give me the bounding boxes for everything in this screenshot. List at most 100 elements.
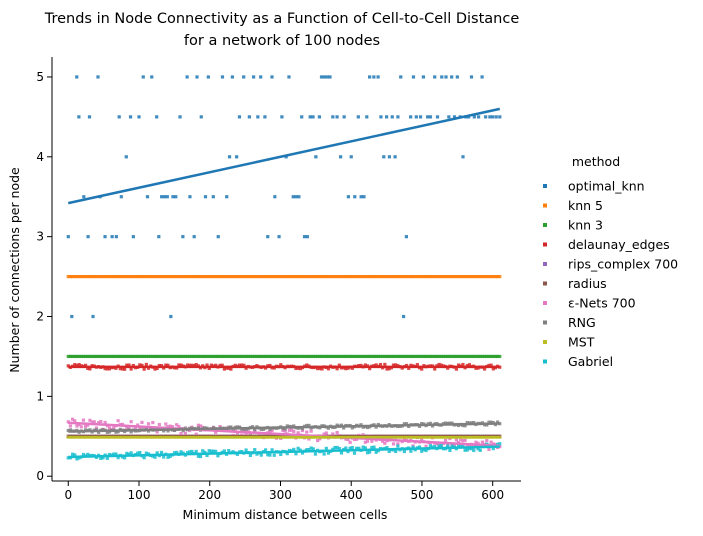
data-point bbox=[237, 115, 242, 119]
data-point bbox=[136, 451, 140, 455]
data-point bbox=[198, 454, 203, 459]
data-point bbox=[305, 448, 309, 452]
data-point bbox=[291, 195, 295, 199]
data-point bbox=[79, 425, 83, 429]
data-point bbox=[463, 424, 467, 428]
data-point bbox=[84, 428, 88, 432]
data-point bbox=[201, 449, 205, 453]
data-point bbox=[391, 363, 396, 367]
data-point bbox=[181, 235, 185, 239]
trend-line-6 bbox=[68, 421, 500, 448]
data-point bbox=[415, 363, 419, 367]
data-point bbox=[242, 75, 246, 79]
data-point bbox=[214, 363, 218, 367]
data-point bbox=[485, 438, 489, 443]
data-point bbox=[378, 362, 383, 367]
data-point bbox=[290, 428, 294, 432]
data-point bbox=[307, 437, 311, 441]
data-point bbox=[465, 448, 469, 452]
data-point bbox=[326, 451, 331, 455]
data-point bbox=[188, 363, 192, 367]
data-point bbox=[123, 456, 127, 460]
data-point bbox=[146, 366, 151, 370]
data-point bbox=[294, 195, 298, 199]
legend-marker bbox=[543, 301, 547, 305]
data-point bbox=[359, 363, 363, 368]
data-point bbox=[307, 423, 311, 428]
data-point bbox=[387, 449, 391, 454]
data-point bbox=[411, 445, 415, 449]
data-point bbox=[216, 454, 220, 458]
data-point bbox=[194, 449, 198, 454]
data-point bbox=[171, 195, 175, 199]
data-point bbox=[487, 363, 491, 368]
legend-marker bbox=[543, 203, 547, 208]
data-point bbox=[75, 75, 79, 79]
data-point bbox=[103, 420, 107, 425]
data-point bbox=[396, 444, 400, 448]
data-point bbox=[439, 363, 443, 367]
data-point bbox=[179, 363, 183, 367]
x-ticks: 0 100 200 300 400 500 600 bbox=[64, 481, 504, 502]
legend-marker bbox=[543, 184, 547, 188]
legend-item-label: ε-Nets 700 bbox=[568, 296, 636, 311]
data-point bbox=[168, 424, 172, 428]
data-point bbox=[409, 363, 413, 367]
data-point bbox=[253, 427, 257, 432]
data-point bbox=[300, 451, 305, 455]
data-point bbox=[105, 456, 109, 460]
data-point bbox=[255, 452, 259, 456]
data-point bbox=[220, 363, 224, 367]
data-point bbox=[305, 430, 309, 434]
data-point bbox=[227, 155, 232, 159]
data-point bbox=[385, 367, 389, 371]
data-point bbox=[129, 420, 133, 424]
data-point bbox=[129, 367, 133, 371]
trend-line-0 bbox=[68, 107, 501, 205]
data-point bbox=[459, 438, 463, 442]
data-point bbox=[446, 444, 450, 448]
data-point bbox=[296, 366, 300, 370]
data-point bbox=[211, 195, 215, 199]
data-point bbox=[362, 195, 366, 199]
data-point bbox=[472, 421, 476, 425]
data-point bbox=[127, 363, 131, 367]
data-point bbox=[469, 75, 474, 79]
data-point bbox=[144, 451, 148, 455]
data-point bbox=[292, 429, 296, 434]
data-point bbox=[363, 440, 367, 444]
data-point bbox=[421, 75, 425, 79]
legend-marker bbox=[543, 281, 547, 286]
data-point bbox=[159, 450, 164, 455]
data-point bbox=[394, 363, 398, 367]
data-point bbox=[384, 115, 389, 119]
data-point bbox=[140, 420, 144, 424]
data-point bbox=[82, 195, 86, 199]
data-point bbox=[494, 115, 498, 119]
data-point bbox=[357, 446, 361, 450]
data-point bbox=[461, 443, 465, 447]
data-point bbox=[283, 429, 287, 433]
data-point bbox=[268, 430, 272, 434]
data-point bbox=[414, 115, 418, 119]
data-point bbox=[270, 75, 274, 79]
data-point bbox=[437, 444, 441, 448]
data-point bbox=[363, 363, 367, 367]
data-point bbox=[344, 437, 348, 441]
data-point bbox=[298, 367, 302, 371]
data-point bbox=[155, 451, 159, 455]
data-point bbox=[489, 363, 493, 367]
data-point bbox=[125, 451, 129, 456]
data-point bbox=[145, 195, 150, 199]
data-point bbox=[133, 427, 138, 431]
data-point bbox=[190, 363, 194, 367]
data-point bbox=[361, 433, 365, 437]
data-point bbox=[417, 424, 422, 428]
data-point bbox=[281, 428, 285, 433]
data-point bbox=[231, 450, 235, 454]
data-point bbox=[296, 431, 300, 435]
data-point bbox=[120, 367, 125, 371]
legend-item-label: delaunay_edges bbox=[568, 237, 670, 252]
data-point bbox=[331, 447, 335, 451]
data-point bbox=[166, 429, 170, 433]
